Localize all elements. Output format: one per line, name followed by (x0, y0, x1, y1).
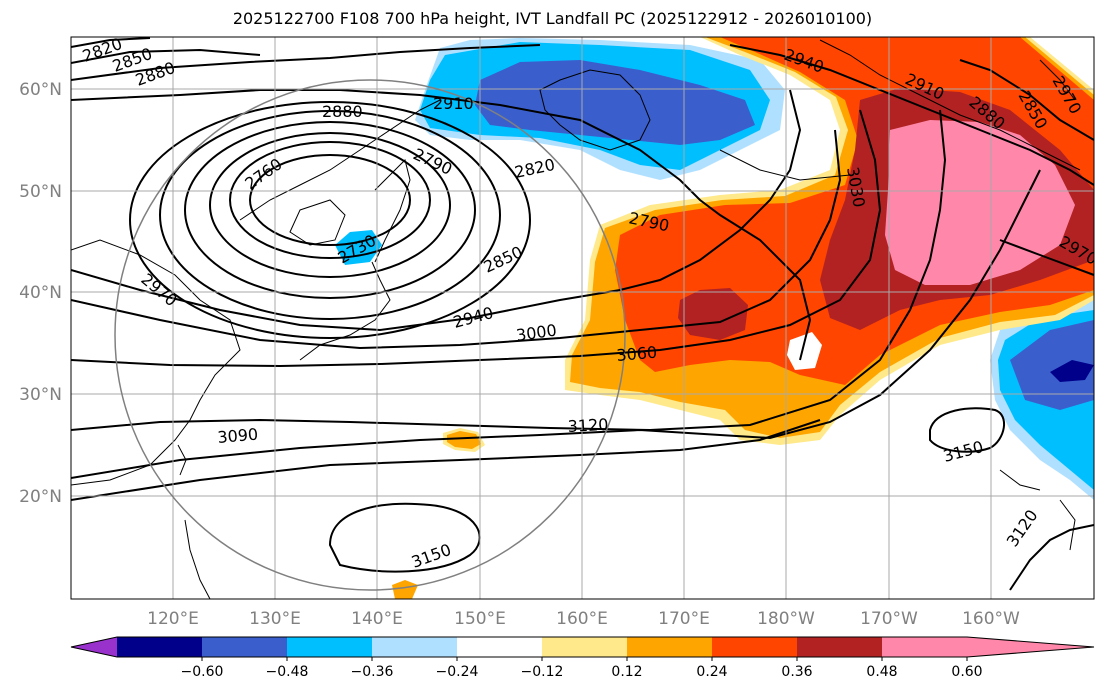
latitude-labels: 20°N 30°N 40°N 50°N 60°N (19, 80, 62, 507)
lat-tick-label: 60°N (19, 80, 62, 100)
lon-tick-label: 120°E (147, 609, 199, 629)
contour-label: 2910 (433, 94, 474, 113)
contour-label: 3090 (217, 425, 259, 447)
lon-tick-label: 130°E (249, 609, 301, 629)
lat-tick-label: 30°N (19, 385, 62, 405)
contour-label: 2880 (322, 102, 363, 121)
lon-tick-label: 180°W (757, 609, 815, 629)
colorbar-segment (202, 637, 287, 657)
colorbar-tick-label: −0.24 (436, 664, 479, 680)
colorbar-segment (627, 637, 712, 657)
colorbar-outline (70, 636, 1095, 658)
colorbar-segment (457, 637, 542, 657)
colorbar-tick-label: 0.60 (951, 664, 982, 680)
colorbar-segment (967, 637, 1094, 657)
colorbar-segment (117, 637, 202, 657)
colorbar-segment (287, 637, 372, 657)
map-frame (70, 36, 1095, 600)
lat-tick-label: 40°N (19, 283, 62, 303)
lon-tick-label: 160°E (556, 609, 608, 629)
landfall-radius-circle (114, 79, 626, 591)
colorbar-tick-label: −0.12 (521, 664, 564, 680)
lat-tick-label: 50°N (19, 182, 62, 202)
colorbar-segment (797, 637, 882, 657)
colorbar-segment (71, 637, 117, 657)
negative-ivt-shading (335, 38, 1094, 500)
lon-tick-label: 170°E (658, 609, 710, 629)
map-title: 2025122700 F108 700 hPa height, IVT Land… (232, 9, 873, 28)
lat-tick-label: 20°N (19, 487, 62, 507)
colorbar-tick-label: −0.60 (181, 664, 224, 680)
lon-tick-label: 140°E (351, 609, 403, 629)
lon-tick-label: 150°E (454, 609, 506, 629)
lon-tick-label: 160°W (962, 609, 1020, 629)
colorbar: −0.60 −0.48 −0.36 −0.24 −0.12 0.12 0.24 … (70, 636, 1095, 680)
colorbar-tick-label: −0.48 (266, 664, 309, 680)
contour-label: 3120 (567, 415, 609, 436)
contour-label: 3060 (616, 343, 658, 365)
colorbar-tick-label: 0.48 (866, 664, 897, 680)
lon-tick-label: 170°W (860, 609, 918, 629)
graticule (71, 37, 1094, 599)
colorbar-tick-label: −0.36 (351, 664, 394, 680)
colorbar-segment (542, 637, 627, 657)
colorbar-tick-label: 0.36 (781, 664, 812, 680)
colorbar-tick-label: 0.24 (696, 664, 727, 680)
colorbar-segment (372, 637, 457, 657)
height-contours (71, 37, 1094, 591)
colorbar-segment (882, 637, 967, 657)
longitude-labels: 120°E 130°E 140°E 150°E 160°E 170°E 180°… (147, 609, 1020, 629)
colorbar-tick-label: 0.12 (611, 664, 642, 680)
colorbar-segment (712, 637, 797, 657)
